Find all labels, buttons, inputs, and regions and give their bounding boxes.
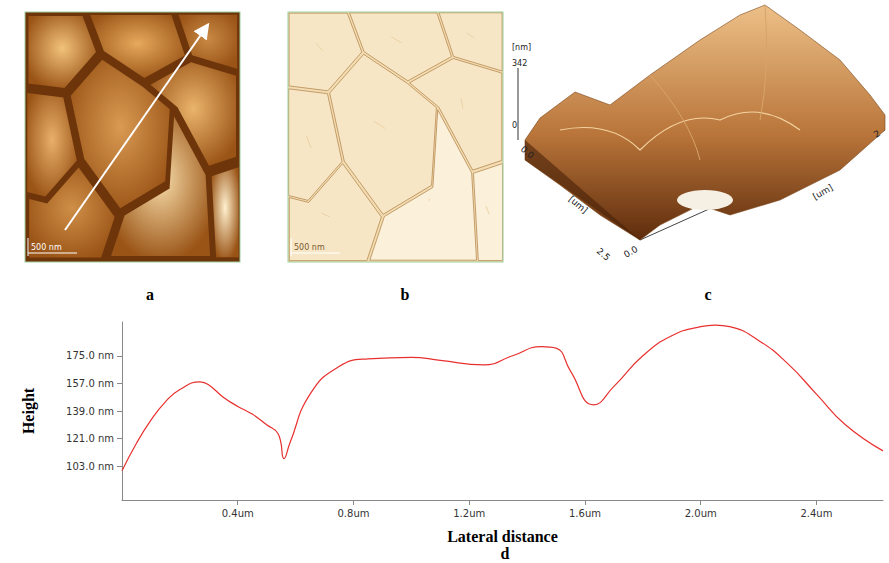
svg-text:0.8um: 0.8um [337,508,369,519]
svg-text:0: 0 [512,121,517,130]
svg-text:1.6um: 1.6um [569,508,601,519]
svg-text:b: b [401,286,410,303]
svg-text:500 nm: 500 nm [31,243,62,252]
svg-text:d: d [501,545,510,562]
svg-text:0.0: 0.0 [519,144,537,161]
svg-text:121.0 nm: 121.0 nm [66,433,114,444]
svg-text:Height: Height [20,387,38,434]
svg-text:2.4um: 2.4um [800,508,832,519]
svg-text:1.2um: 1.2um [453,508,485,519]
svg-text:[um]: [um] [811,182,835,201]
svg-text:2: 2 [872,128,882,140]
svg-text:a: a [146,286,154,303]
svg-text:500 nm: 500 nm [294,243,325,252]
svg-text:2.0um: 2.0um [685,508,717,519]
svg-text:175.0 nm: 175.0 nm [66,350,114,361]
svg-text:157.0 nm: 157.0 nm [66,378,114,389]
svg-text:Lateral distance: Lateral distance [447,528,558,545]
svg-text:c: c [704,286,711,303]
svg-text:0.4um: 0.4um [222,508,254,519]
svg-text:0.0: 0.0 [622,244,640,260]
svg-text:[nm]: [nm] [512,43,531,52]
svg-text:139.0 nm: 139.0 nm [66,406,114,417]
svg-text:103.0 nm: 103.0 nm [66,461,114,472]
svg-text:342: 342 [512,59,527,68]
svg-text:2.5: 2.5 [595,246,612,263]
svg-text:[um]: [um] [567,194,590,215]
